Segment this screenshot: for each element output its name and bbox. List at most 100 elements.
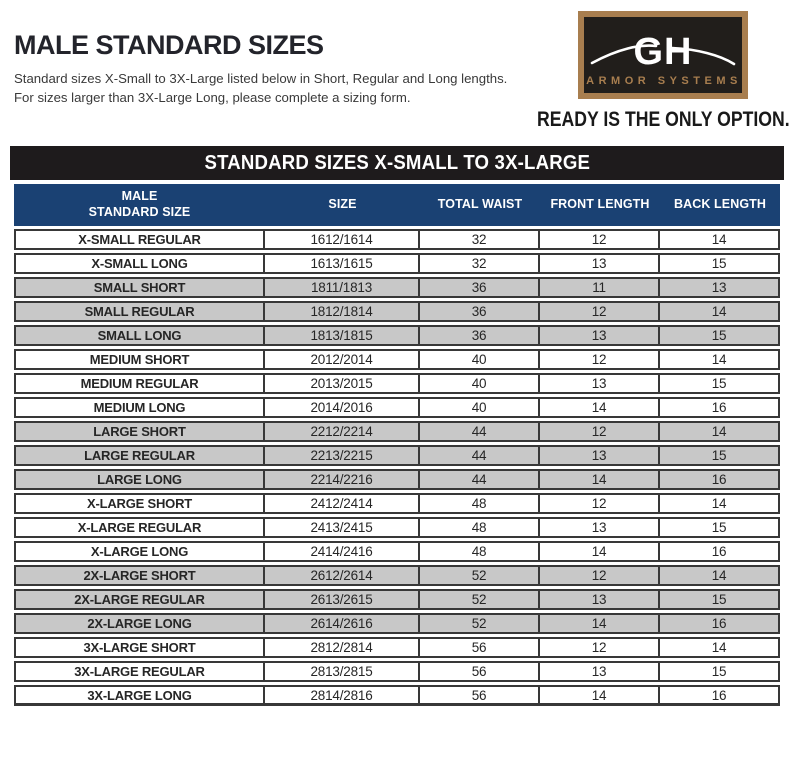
cell-standard-size: 2X-LARGE LONG — [14, 613, 265, 634]
male-standard-sizes-table: MALE STANDARD SIZE SIZE TOTAL WAIST FRON… — [14, 181, 780, 709]
cell-size-code: 2612/2614 — [265, 565, 420, 586]
cell-back-length: 15 — [660, 661, 780, 682]
logo-swoosh-right — [670, 46, 736, 66]
cell-front-length: 12 — [540, 301, 660, 322]
brand-block: GH ARMOR SYSTEMS READY IS THE ONLY OPTIO… — [536, 11, 790, 132]
cell-total-waist: 32 — [420, 253, 540, 274]
table-row: X-SMALL REGULAR 1612/1614 32 12 14 — [14, 229, 780, 250]
cell-front-length: 12 — [540, 349, 660, 370]
cell-front-length: 11 — [540, 277, 660, 298]
cell-size-code: 2013/2015 — [265, 373, 420, 394]
cell-total-waist: 44 — [420, 421, 540, 442]
cell-standard-size: LARGE LONG — [14, 469, 265, 490]
brand-tagline: READY IS THE ONLY OPTION. — [536, 108, 790, 131]
cell-front-length: 13 — [540, 445, 660, 466]
cell-total-waist: 44 — [420, 445, 540, 466]
cell-size-code: 2214/2216 — [265, 469, 420, 490]
cell-back-length: 15 — [660, 517, 780, 538]
cell-size-code: 1613/1615 — [265, 253, 420, 274]
cell-total-waist: 52 — [420, 613, 540, 634]
cell-standard-size: MEDIUM LONG — [14, 397, 265, 418]
gh-monogram: GH — [634, 31, 693, 73]
cell-size-code: 2213/2215 — [265, 445, 420, 466]
cell-total-waist: 36 — [420, 301, 540, 322]
logo-wordmark: ARMOR SYSTEMS — [586, 75, 742, 87]
table-row: 3X-LARGE REGULAR 2813/2815 56 13 15 — [14, 661, 780, 682]
cell-total-waist: 40 — [420, 397, 540, 418]
cell-front-length: 14 — [540, 685, 660, 706]
cell-back-length: 16 — [660, 469, 780, 490]
table-row: X-LARGE SHORT 2412/2414 48 12 14 — [14, 493, 780, 514]
cell-standard-size: SMALL LONG — [14, 325, 265, 346]
cell-size-code: 2614/2616 — [265, 613, 420, 634]
cell-back-length: 15 — [660, 253, 780, 274]
cell-front-length: 14 — [540, 469, 660, 490]
cell-front-length: 13 — [540, 373, 660, 394]
cell-back-length: 16 — [660, 541, 780, 562]
cell-size-code: 2814/2816 — [265, 685, 420, 706]
cell-back-length: 16 — [660, 685, 780, 706]
cell-standard-size: 3X-LARGE SHORT — [14, 637, 265, 658]
cell-size-code: 1612/1614 — [265, 229, 420, 250]
logo-swoosh-left — [590, 44, 658, 65]
cell-total-waist: 56 — [420, 637, 540, 658]
table-row: MEDIUM SHORT 2012/2014 40 12 14 — [14, 349, 780, 370]
cell-front-length: 14 — [540, 397, 660, 418]
cell-total-waist: 56 — [420, 685, 540, 706]
cell-back-length: 14 — [660, 493, 780, 514]
table-row: 3X-LARGE SHORT 2812/2814 56 12 14 — [14, 637, 780, 658]
cell-front-length: 12 — [540, 565, 660, 586]
document-header: MALE STANDARD SIZES Standard sizes X-Sma… — [0, 0, 794, 146]
cell-standard-size: X-SMALL REGULAR — [14, 229, 265, 250]
cell-size-code: 2613/2615 — [265, 589, 420, 610]
col-header-total-waist: TOTAL WAIST — [420, 184, 540, 226]
cell-front-length: 12 — [540, 493, 660, 514]
cell-size-code: 1813/1815 — [265, 325, 420, 346]
heading-block: MALE STANDARD SIZES Standard sizes X-Sma… — [14, 30, 507, 107]
cell-standard-size: SMALL SHORT — [14, 277, 265, 298]
cell-standard-size: X-LARGE SHORT — [14, 493, 265, 514]
col-header-line-1: MALE — [121, 189, 158, 204]
cell-size-code: 2012/2014 — [265, 349, 420, 370]
gh-armor-systems-logo: GH ARMOR SYSTEMS — [578, 11, 748, 99]
cell-standard-size: LARGE REGULAR — [14, 445, 265, 466]
cell-size-code: 2414/2416 — [265, 541, 420, 562]
subtitle-line-1: Standard sizes X-Small to 3X-Large liste… — [14, 71, 508, 86]
table-row: LARGE REGULAR 2213/2215 44 13 15 — [14, 445, 780, 466]
cell-size-code: 2413/2415 — [265, 517, 420, 538]
cell-size-code: 2212/2214 — [265, 421, 420, 442]
cell-total-waist: 44 — [420, 469, 540, 490]
cell-back-length: 15 — [660, 589, 780, 610]
table-row: MEDIUM REGULAR 2013/2015 40 13 15 — [14, 373, 780, 394]
cell-back-length: 15 — [660, 325, 780, 346]
cell-standard-size: X-LARGE LONG — [14, 541, 265, 562]
cell-size-code: 2812/2814 — [265, 637, 420, 658]
cell-front-length: 13 — [540, 325, 660, 346]
cell-back-length: 14 — [660, 301, 780, 322]
cell-total-waist: 40 — [420, 349, 540, 370]
size-table-body: X-SMALL REGULAR 1612/1614 32 12 14 X-SMA… — [14, 229, 780, 706]
cell-front-length: 13 — [540, 253, 660, 274]
cell-back-length: 14 — [660, 229, 780, 250]
cell-standard-size: X-SMALL LONG — [14, 253, 265, 274]
cell-standard-size: X-LARGE REGULAR — [14, 517, 265, 538]
table-row: X-SMALL LONG 1613/1615 32 13 15 — [14, 253, 780, 274]
cell-total-waist: 40 — [420, 373, 540, 394]
table-row: 2X-LARGE REGULAR 2613/2615 52 13 15 — [14, 589, 780, 610]
col-header-line-2: STANDARD SIZE — [88, 205, 191, 219]
cell-back-length: 14 — [660, 565, 780, 586]
cell-standard-size: 2X-LARGE REGULAR — [14, 589, 265, 610]
cell-back-length: 15 — [660, 445, 780, 466]
table-row: SMALL LONG 1813/1815 36 13 15 — [14, 325, 780, 346]
cell-total-waist: 52 — [420, 589, 540, 610]
cell-size-code: 2014/2016 — [265, 397, 420, 418]
cell-standard-size: 2X-LARGE SHORT — [14, 565, 265, 586]
cell-back-length: 16 — [660, 613, 780, 634]
table-row: MEDIUM LONG 2014/2016 40 14 16 — [14, 397, 780, 418]
cell-back-length: 14 — [660, 349, 780, 370]
table-row: LARGE LONG 2214/2216 44 14 16 — [14, 469, 780, 490]
cell-standard-size: SMALL REGULAR — [14, 301, 265, 322]
table-title-banner-text: STANDARD SIZES X-SMALL TO 3X-LARGE — [204, 151, 590, 174]
cell-total-waist: 52 — [420, 565, 540, 586]
